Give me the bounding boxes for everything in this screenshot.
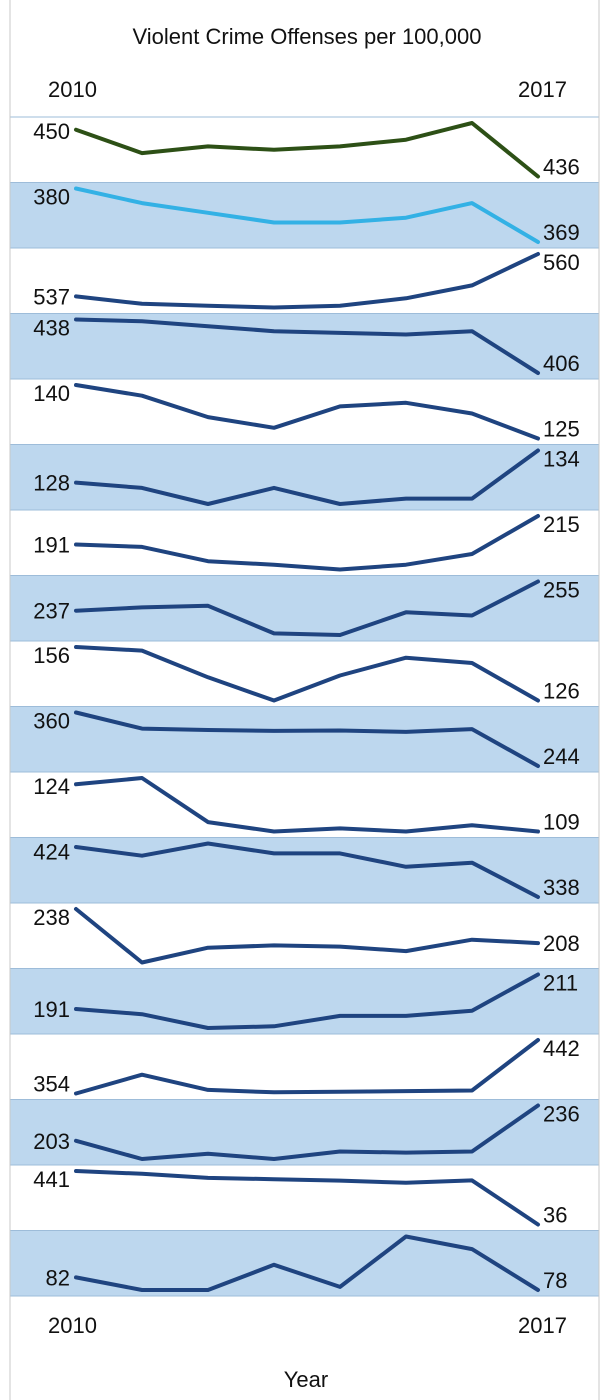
series-end-label-5: 125 (543, 417, 580, 442)
series-end-label-9: 126 (543, 679, 580, 704)
series-end-label-1: 436 (543, 155, 580, 180)
series-start-label-11: 124 (33, 774, 70, 799)
row-band-10 (10, 706, 599, 772)
row-band-9 (10, 641, 599, 707)
series-end-label-16: 236 (543, 1102, 580, 1127)
row-bands (10, 116, 599, 1297)
row-band-13 (10, 903, 599, 969)
series-start-label-8: 237 (33, 599, 70, 624)
row-band-15 (10, 1034, 599, 1100)
series-start-label-15: 354 (33, 1072, 70, 1097)
series-start-label-5: 140 (33, 381, 70, 406)
row-band-14 (10, 968, 599, 1034)
series-line-13 (74, 907, 540, 965)
series-end-label-18: 78 (543, 1268, 567, 1293)
top-end-year-label: 2017 (518, 77, 567, 102)
series-line-3 (74, 252, 540, 310)
series-line-1 (74, 121, 540, 179)
series-line-18 (74, 1234, 540, 1292)
series-start-label-12: 424 (33, 840, 70, 865)
row-band-2 (10, 182, 599, 248)
series-start-label-17: 441 (33, 1167, 70, 1192)
series-end-label-3: 560 (543, 250, 580, 275)
series-end-label-8: 255 (543, 578, 580, 603)
series-start-label-14: 191 (33, 997, 70, 1022)
series-line-5 (74, 383, 540, 441)
series-line-16 (74, 1103, 540, 1161)
series-line-11 (74, 776, 540, 834)
chart-frame (9, 0, 600, 1400)
series-line-7 (74, 514, 540, 572)
series-start-label-10: 360 (33, 709, 70, 734)
row-band-3 (10, 248, 599, 314)
row-band-7 (10, 510, 599, 576)
bottom-start-year-label: 2010 (48, 1313, 97, 1338)
chart-title: Violent Crime Offenses per 100,000 (133, 24, 482, 49)
series-end-label-13: 208 (543, 931, 580, 956)
series-line-14 (74, 972, 540, 1030)
series-line-2 (74, 186, 540, 244)
series-start-label-2: 380 (33, 185, 70, 210)
series-line-15 (74, 1038, 540, 1096)
series-line-8 (74, 579, 540, 637)
x-axis-title: Year (284, 1367, 328, 1392)
series-line-6 (74, 448, 540, 506)
series-start-label-16: 203 (33, 1129, 70, 1154)
row-band-12 (10, 837, 599, 903)
series-end-label-10: 244 (543, 744, 580, 769)
series-start-label-6: 128 (33, 471, 70, 496)
bottom-end-year-label: 2017 (518, 1313, 567, 1338)
series-end-label-14: 211 (543, 971, 578, 996)
row-band-18 (10, 1230, 599, 1296)
series-end-label-6: 134 (543, 447, 580, 472)
series-end-label-12: 338 (543, 875, 580, 900)
series-line-12 (74, 841, 540, 899)
series-line-17 (74, 1169, 540, 1227)
series-start-label-9: 156 (33, 643, 70, 668)
series-lines (74, 121, 540, 1292)
series-start-label-1: 450 (33, 119, 70, 144)
series-start-label-3: 537 (33, 284, 70, 309)
series-end-label-15: 442 (543, 1036, 580, 1061)
series-start-label-13: 238 (33, 905, 70, 930)
series-value-labels: 450 436 380 369 537 560 438 406 140 125 128 134 191 2… (33, 119, 579, 1293)
series-end-label-2: 369 (543, 220, 580, 245)
row-band-17 (10, 1165, 599, 1231)
row-band-6 (10, 444, 599, 510)
series-end-label-4: 406 (543, 351, 580, 376)
series-line-4 (74, 317, 540, 375)
series-start-label-7: 191 (33, 533, 70, 558)
series-end-label-7: 215 (543, 512, 580, 537)
series-end-label-11: 109 (543, 810, 580, 835)
series-end-label-17: 36 (543, 1203, 567, 1228)
row-band-4 (10, 313, 599, 379)
series-start-label-4: 438 (33, 316, 70, 341)
series-line-9 (74, 645, 540, 703)
series-line-10 (74, 710, 540, 768)
series-start-label-18: 82 (46, 1265, 70, 1290)
top-start-year-label: 2010 (48, 77, 97, 102)
